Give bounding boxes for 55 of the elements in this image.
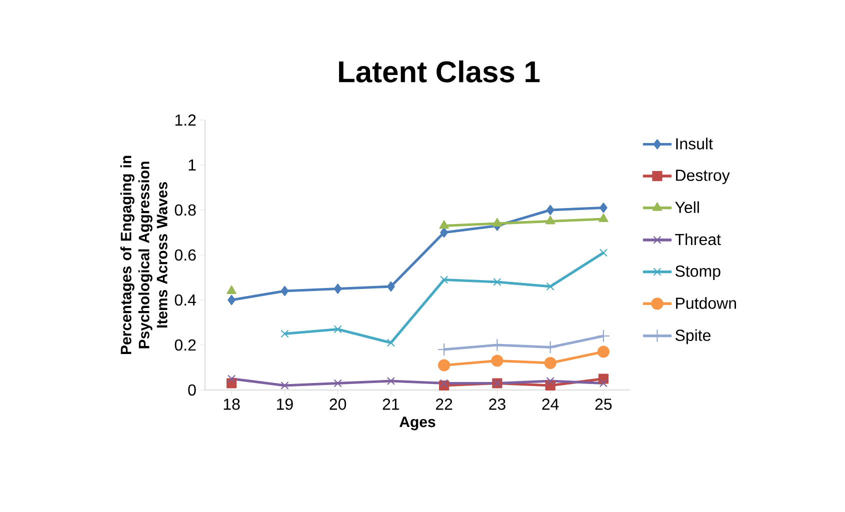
legend-label: Destroy [676,170,730,184]
point [599,248,608,257]
point [438,359,450,372]
x-tick-label: 23 [489,398,506,410]
legend-label: Threat [675,233,721,246]
point [440,227,448,238]
point [227,374,236,383]
chart-title: Latent Class 1 [339,60,540,82]
point [334,379,342,388]
point [597,346,610,358]
point [546,376,554,386]
y-tick-label: 0.2 [174,339,196,351]
point [334,284,342,294]
x-tick-label: 19 [277,398,293,410]
legend-label: Insult [676,138,713,150]
y-tick-label: 0.6 [174,249,196,261]
x-axis-title: Ages [400,416,436,430]
y-tick-label: 0 [188,384,196,396]
point [545,216,556,224]
y-axis-title: Percentages of Engaging in Psychological Aggression Items Across Waves [120,156,168,354]
x-tick-label: 22 [436,398,452,410]
y-tick-label: 0.4 [174,294,196,306]
point [493,278,502,286]
point [544,356,556,370]
point [280,330,289,338]
legend-label: Putdown [676,297,736,309]
point [387,281,395,292]
x-tick-label: 18 [224,398,240,410]
point [596,329,610,343]
legend-label: Yell [675,201,699,214]
y-tick-label: 0.8 [174,204,196,216]
point [492,218,502,227]
point [440,276,448,284]
point [386,376,396,386]
point [280,286,289,296]
y-tick-label: 1.2 [175,114,196,126]
x-tick-label: 24 [542,398,559,410]
point [280,381,289,390]
x-tick-label: 21 [382,398,400,410]
y-tick-label: 1 [188,159,196,170]
point [599,379,608,388]
point [546,282,554,291]
point [228,294,236,306]
point [546,204,554,216]
point [598,213,608,222]
point [440,379,448,388]
point [226,285,236,294]
point [600,202,608,213]
point [334,325,342,334]
legend-label: Spite [675,329,711,344]
point [491,354,504,367]
point [439,220,449,229]
legend-label: Stomp [675,265,720,280]
x-tick-label: 25 [595,398,612,410]
x-tick-label: 20 [330,398,346,410]
